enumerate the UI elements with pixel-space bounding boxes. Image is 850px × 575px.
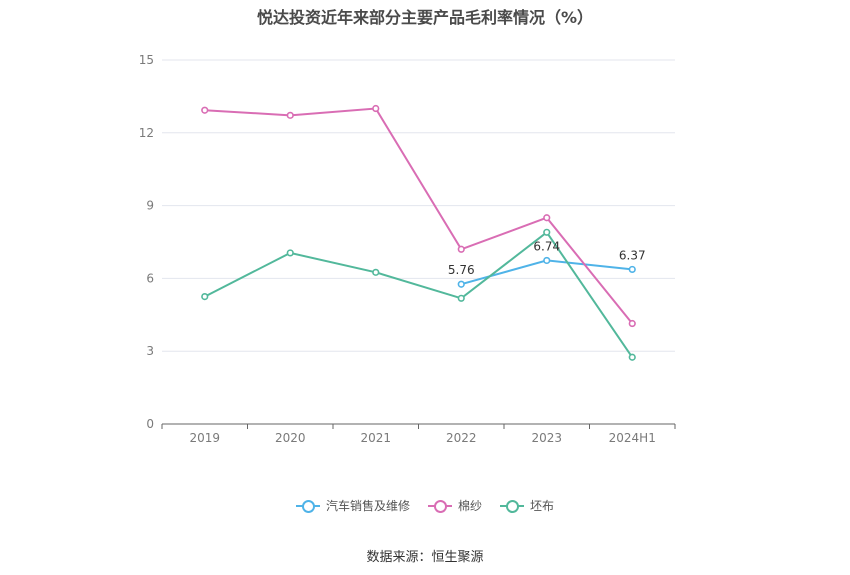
legend-swatch-icon: [500, 499, 524, 513]
data-point: [543, 228, 551, 236]
legend-dot: [433, 499, 447, 513]
data-point: [372, 104, 380, 113]
legend-label: 棉纱: [457, 499, 482, 513]
x-tick-label: 2019: [189, 431, 220, 445]
legend: 汽车销售及维修 棉纱 坯布: [0, 497, 850, 514]
legend-item-cotton-yarn[interactable]: 棉纱: [427, 497, 482, 514]
x-tick-label: 2020: [275, 431, 306, 445]
x-tick-label: 2024H1: [609, 431, 656, 445]
legend-item-grey-cloth[interactable]: 坯布: [500, 497, 554, 514]
legend-swatch-icon: [427, 499, 452, 513]
legend-dot: [506, 499, 519, 513]
data-point: [286, 249, 294, 257]
series-lines: [201, 104, 636, 361]
data-source: 数据来源：恒生聚源: [366, 550, 484, 565]
data-point: [457, 245, 465, 253]
x-tick-label: 2022: [446, 431, 477, 445]
data-label: 6.37: [619, 248, 646, 262]
data-point: [457, 280, 465, 288]
data-labels: 5.76 6.74 6.37: [448, 239, 646, 277]
y-tick-label: 6: [146, 271, 154, 285]
data-point: [543, 256, 551, 265]
data-point: [372, 268, 380, 276]
grid-lines: [162, 59, 675, 352]
y-tick-label: 0: [146, 417, 154, 431]
x-tick-label: 2023: [531, 431, 562, 445]
data-point: [201, 293, 209, 301]
data-point: [286, 111, 294, 119]
legend-label: 汽车销售及维修: [325, 499, 410, 513]
data-point: [457, 294, 465, 302]
data-point: [201, 106, 209, 114]
series-line: [204, 230, 634, 358]
data-label: 5.76: [448, 263, 475, 277]
y-tick-label: 9: [146, 199, 154, 213]
x-tick-label: 2021: [360, 431, 391, 445]
axes: 0 3 6 9 12 15 2019 2020 2021 2022 2023 2024H1: [139, 53, 676, 445]
data-label: 6.74: [533, 239, 560, 253]
y-tick-label: 12: [139, 126, 154, 140]
data-point: [628, 353, 636, 361]
legend-label: 坯布: [530, 499, 555, 513]
y-tick-label: 15: [139, 53, 154, 67]
data-point: [628, 265, 636, 274]
legend-swatch-icon: [295, 499, 320, 513]
y-tick-label: 3: [146, 344, 154, 358]
data-point: [543, 214, 551, 222]
legend-item-auto-sales[interactable]: 汽车销售及维修: [295, 497, 410, 514]
series-line: [204, 107, 634, 325]
chart-title: 悦达投资近年来部分主要产品毛利率情况（%）: [256, 8, 594, 27]
data-point: [628, 319, 636, 328]
legend-dot: [301, 499, 315, 513]
